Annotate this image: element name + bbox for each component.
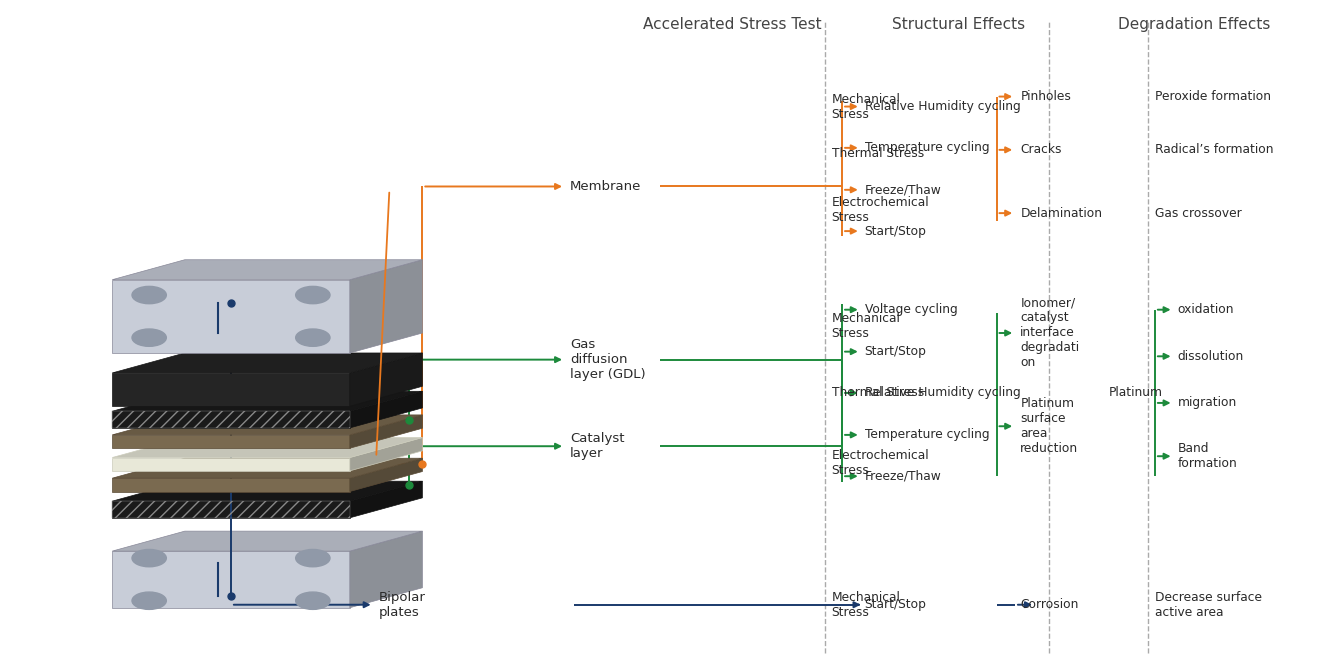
Text: Gas crossover: Gas crossover: [1155, 206, 1242, 220]
Polygon shape: [350, 392, 422, 428]
Text: Peroxide formation: Peroxide formation: [1155, 90, 1271, 103]
Polygon shape: [112, 458, 422, 478]
Circle shape: [132, 592, 166, 609]
Polygon shape: [350, 458, 422, 492]
Circle shape: [296, 592, 330, 609]
Polygon shape: [112, 415, 422, 435]
Circle shape: [132, 549, 166, 567]
Text: Platinum
surface
area
reduction: Platinum surface area reduction: [1020, 397, 1078, 456]
Polygon shape: [112, 551, 350, 607]
Text: Voltage cycling: Voltage cycling: [865, 303, 957, 316]
Text: Mechanical
Stress: Mechanical Stress: [832, 312, 900, 340]
Text: Thermal Stress: Thermal Stress: [832, 386, 924, 400]
Polygon shape: [112, 458, 350, 471]
Text: Relative Humidity cycling: Relative Humidity cycling: [865, 386, 1020, 400]
Text: Start/Stop: Start/Stop: [865, 598, 927, 611]
Text: Start/Stop: Start/Stop: [865, 224, 927, 238]
Text: oxidation: oxidation: [1177, 303, 1234, 316]
Polygon shape: [112, 481, 422, 501]
Polygon shape: [112, 438, 422, 458]
Polygon shape: [112, 411, 350, 428]
Text: Start/Stop: Start/Stop: [865, 345, 927, 358]
Text: Catalyst
layer: Catalyst layer: [570, 432, 624, 460]
Circle shape: [132, 286, 166, 304]
Circle shape: [132, 329, 166, 346]
Polygon shape: [112, 501, 350, 518]
Text: Mechanical
Stress: Mechanical Stress: [832, 93, 900, 121]
Polygon shape: [350, 438, 422, 471]
Polygon shape: [112, 531, 422, 551]
Polygon shape: [112, 353, 422, 373]
Text: Cracks: Cracks: [1020, 143, 1061, 157]
Text: Accelerated Stress Test: Accelerated Stress Test: [643, 17, 822, 32]
Polygon shape: [350, 531, 422, 607]
Text: Temperature cycling: Temperature cycling: [865, 141, 989, 155]
Text: Degradation Effects: Degradation Effects: [1118, 17, 1271, 32]
Text: Relative Humidity cycling: Relative Humidity cycling: [865, 100, 1020, 113]
Text: dissolution: dissolution: [1177, 350, 1243, 363]
Text: Freeze/Thaw: Freeze/Thaw: [865, 470, 941, 483]
Text: Structural Effects: Structural Effects: [892, 17, 1024, 32]
Polygon shape: [350, 260, 422, 353]
Polygon shape: [112, 435, 350, 448]
Text: Decrease surface
active area: Decrease surface active area: [1155, 591, 1262, 619]
Text: Mechanical
Stress: Mechanical Stress: [832, 591, 900, 619]
Polygon shape: [350, 353, 422, 406]
Text: Pinholes: Pinholes: [1020, 90, 1072, 103]
Text: Gas
diffusion
layer (GDL): Gas diffusion layer (GDL): [570, 338, 645, 381]
Text: Bipolar
plates: Bipolar plates: [379, 591, 426, 619]
Text: Band
formation: Band formation: [1177, 442, 1237, 470]
Text: Freeze/Thaw: Freeze/Thaw: [865, 183, 941, 196]
Text: Thermal Stress: Thermal Stress: [832, 147, 924, 160]
Text: Electrochemical
Stress: Electrochemical Stress: [832, 449, 929, 477]
Polygon shape: [112, 392, 422, 411]
Polygon shape: [350, 481, 422, 518]
Polygon shape: [112, 373, 350, 406]
Polygon shape: [350, 415, 422, 448]
Text: Platinum: Platinum: [1109, 386, 1163, 400]
Text: Membrane: Membrane: [570, 180, 642, 193]
Circle shape: [296, 286, 330, 304]
Text: Ionomer/
catalyst
interface
degradati
on: Ionomer/ catalyst interface degradati on: [1020, 296, 1080, 370]
Text: Delamination: Delamination: [1020, 206, 1102, 220]
Polygon shape: [112, 478, 350, 492]
Text: migration: migration: [1177, 396, 1237, 410]
Polygon shape: [112, 260, 422, 280]
Text: Temperature cycling: Temperature cycling: [865, 428, 989, 442]
Circle shape: [296, 549, 330, 567]
Text: Radical’s formation: Radical’s formation: [1155, 143, 1274, 157]
Text: Corrosion: Corrosion: [1020, 598, 1078, 611]
Circle shape: [296, 329, 330, 346]
Polygon shape: [112, 280, 350, 353]
Text: Electrochemical
Stress: Electrochemical Stress: [832, 196, 929, 224]
